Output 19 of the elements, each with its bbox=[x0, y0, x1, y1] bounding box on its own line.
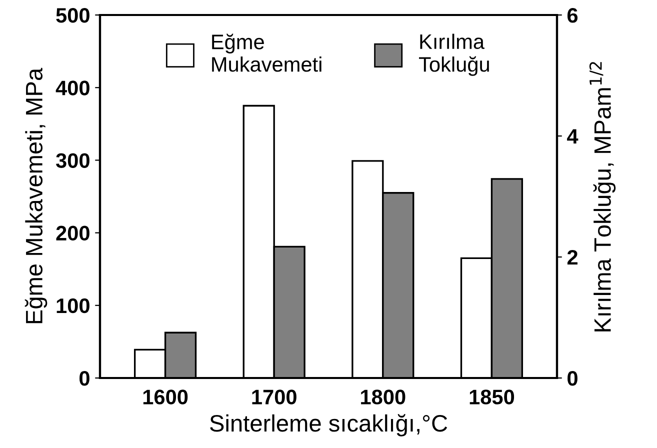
y-tick-label: 400 bbox=[56, 80, 90, 96]
y2-tick-label: 0 bbox=[568, 371, 578, 386]
y-tick-label: 500 bbox=[56, 8, 90, 23]
y-tick-label: 300 bbox=[56, 153, 90, 168]
y-tick-label: 0 bbox=[80, 371, 90, 386]
x-axis-title: Sinterleme sıcaklığı,°C bbox=[210, 414, 448, 436]
y2-tick-label: 2 bbox=[567, 250, 578, 265]
y-tick-label: 200 bbox=[56, 226, 90, 241]
y-tick-label: 100 bbox=[56, 298, 90, 314]
y2-axis-title: Kırılma Tokluğu, MPam$^{1/2}$ bbox=[589, 62, 616, 332]
y-axis-title: Eğme Mukavemeti, MPa bbox=[24, 68, 48, 324]
x-tick-label: 1850 bbox=[470, 390, 514, 404]
y2-tick-label: 4 bbox=[567, 129, 578, 144]
x-tick-label: 1600 bbox=[143, 390, 188, 404]
y2-tick-label: 6 bbox=[567, 8, 578, 23]
x-tick-label: 1800 bbox=[361, 390, 406, 404]
x-tick-label: 1700 bbox=[252, 390, 296, 404]
legend-label: Eğme Mukavemeti bbox=[212, 34, 322, 72]
legend-label: Kırılma Tokluğu bbox=[419, 34, 489, 76]
